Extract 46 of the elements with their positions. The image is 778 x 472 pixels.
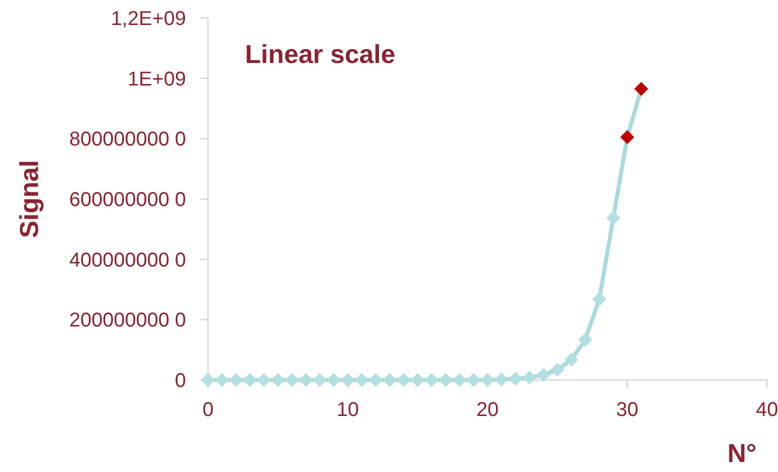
y-axis-title: Signal — [14, 160, 44, 238]
point — [242, 373, 257, 387]
y-tick-label: 800000000 0 — [69, 128, 186, 151]
text: Linear scale — [245, 39, 396, 69]
point — [466, 373, 481, 387]
point — [550, 362, 564, 377]
point — [564, 352, 578, 367]
point — [228, 373, 243, 387]
y-tick-label: 600000000 0 — [69, 189, 186, 211]
y-tick-label: 200000000 0 — [69, 310, 186, 332]
point — [508, 372, 522, 386]
y-tick-label: 1E+09 — [128, 68, 186, 90]
point — [326, 373, 341, 387]
point — [396, 373, 411, 387]
x-tick-label: 30 — [616, 399, 638, 421]
point — [424, 373, 439, 387]
x-tick-label: 20 — [476, 399, 499, 421]
point — [606, 211, 620, 226]
point — [382, 373, 397, 387]
point — [340, 373, 355, 387]
point — [368, 373, 383, 387]
point — [256, 373, 271, 387]
point — [270, 373, 285, 387]
x-tick-label: 10 — [336, 399, 359, 421]
point — [634, 82, 648, 96]
point — [438, 373, 453, 387]
x-axis-title: N° — [727, 438, 757, 468]
point — [298, 373, 313, 387]
point — [284, 373, 299, 387]
point — [480, 373, 494, 387]
point — [494, 372, 508, 386]
y-tick-label: 0 — [174, 370, 186, 392]
point — [620, 130, 634, 144]
point — [354, 373, 369, 387]
point — [592, 292, 606, 306]
x-tick-label: 40 — [756, 399, 778, 421]
x-tick-label: 0 — [202, 399, 214, 421]
point — [522, 370, 536, 385]
point — [452, 373, 467, 387]
point — [578, 332, 592, 347]
point — [410, 373, 425, 387]
point — [536, 368, 550, 382]
y-tick-label: 400000000 0 — [69, 249, 186, 272]
point — [214, 373, 229, 387]
point — [312, 373, 327, 387]
y-tick-label: 1,2E+09 — [110, 8, 186, 30]
